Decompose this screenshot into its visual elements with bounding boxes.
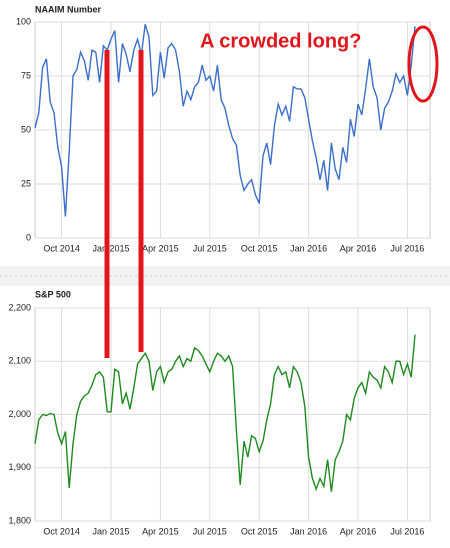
x-tick-label: Jul 2016 [390, 526, 424, 536]
y-tick-label: 2,200 [8, 302, 31, 312]
highlight-ellipse [407, 25, 439, 103]
x-tick-label: Jan 2015 [92, 243, 129, 253]
annotation: A crowded long? [200, 30, 361, 52]
x-tick-label: Jan 2016 [290, 526, 327, 536]
x-tick-label: Jul 2015 [193, 526, 227, 536]
y-tick-label: 1,800 [8, 515, 31, 525]
data-line [34, 23, 416, 217]
x-tick-label: Apr 2016 [340, 526, 377, 536]
x-tick-label: Jan 2015 [92, 526, 129, 536]
x-tick-label: Jul 2016 [390, 243, 424, 253]
x-tick-label: Oct 2015 [241, 526, 278, 536]
y-tick-label: 0 [26, 232, 31, 242]
y-tick-label: 100 [16, 16, 31, 26]
x-tick-label: Oct 2014 [43, 243, 80, 253]
y-tick-label: 25 [21, 178, 31, 188]
y-tick-label: 1,900 [8, 462, 31, 472]
x-tick-label: Jul 2015 [193, 243, 227, 253]
y-tick-label: 50 [21, 124, 31, 134]
x-tick-label: Jan 2016 [290, 243, 327, 253]
x-tick-label: Apr 2016 [340, 243, 377, 253]
data-line [34, 334, 416, 492]
chart-title: S&P 500 [35, 289, 71, 299]
x-tick-label: Oct 2015 [241, 243, 278, 253]
y-tick-label: 2,000 [8, 409, 31, 419]
x-tick-label: Oct 2014 [43, 526, 80, 536]
y-tick-label: 2,100 [8, 356, 31, 366]
y-tick-label: 75 [21, 70, 31, 80]
x-tick-label: Apr 2015 [142, 243, 179, 253]
x-tick-label: Apr 2015 [142, 526, 179, 536]
chart-title: NAAIM Number [35, 4, 101, 14]
